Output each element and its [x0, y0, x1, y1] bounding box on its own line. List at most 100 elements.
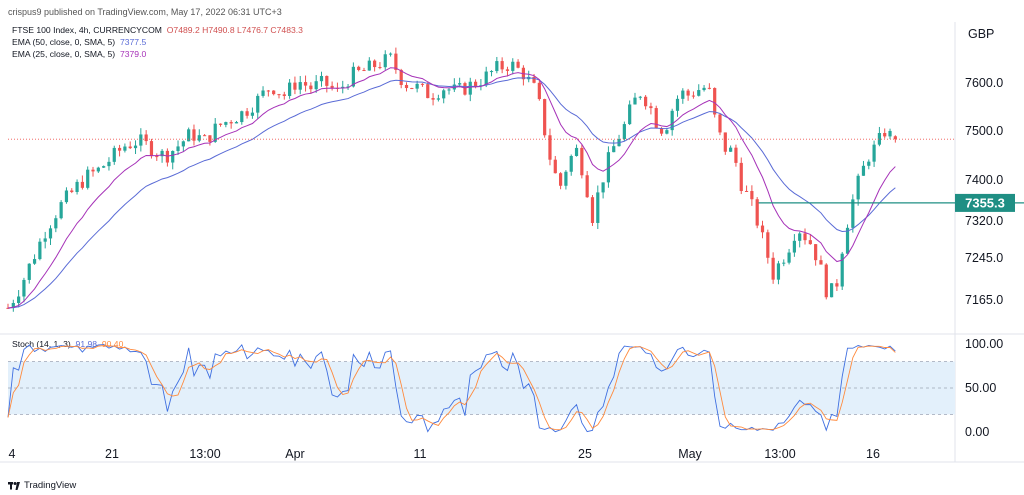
- candle-body-65: [351, 66, 355, 87]
- symbol-label: FTSE 100 Index, 4h, CURRENCYCOM: [12, 25, 162, 35]
- candle-body-156: [835, 283, 839, 287]
- candle-body-101: [543, 99, 547, 136]
- publisher-line: crispus9 published on TradingView.com, M…: [8, 6, 282, 18]
- candle-body-37: [202, 135, 207, 137]
- candle-body-116: [622, 124, 626, 140]
- candle-body-147: [787, 252, 791, 263]
- tradingview-logo-icon: [8, 481, 20, 490]
- candle-body-33: [181, 141, 185, 147]
- candle-body-164: [877, 133, 882, 145]
- stoch-tick-1: 50.00: [965, 381, 996, 395]
- candle-body-96: [516, 61, 520, 68]
- candle-body-86: [463, 83, 467, 95]
- candle-body-66: [357, 66, 361, 71]
- candle-body-130: [697, 90, 701, 96]
- price-tick-0: 7600.0: [965, 76, 1003, 90]
- candle-body-25: [139, 134, 143, 146]
- time-tick-4: 11: [414, 447, 427, 461]
- ema25-label: EMA (25, close, 0, SMA, 5): [12, 49, 116, 59]
- candle-body-119: [638, 96, 642, 98]
- stoch-k-value: 91.98: [75, 339, 98, 349]
- candle-body-77: [415, 83, 419, 89]
- stoch-d-value: 90.40: [101, 339, 124, 349]
- candle-body-129: [691, 95, 696, 97]
- candle-body-26: [144, 134, 148, 142]
- candle-body-31: [171, 150, 175, 163]
- candle-body-106: [569, 155, 573, 172]
- candle-body-24: [133, 145, 138, 149]
- candle-body-110: [590, 197, 595, 223]
- candle-body-47: [256, 95, 260, 113]
- candle-body-141: [755, 199, 759, 226]
- candle-body-55: [298, 82, 302, 90]
- candle-body-125: [670, 110, 674, 131]
- candle-body-39: [213, 123, 217, 142]
- candle-body-74: [399, 69, 403, 85]
- candle-body-158: [845, 227, 850, 254]
- candle-body-58: [314, 81, 318, 90]
- ema50-legend[interactable]: EMA (50, close, 0, SMA, 5) 7377.5: [12, 37, 146, 47]
- candle-body-150: [803, 233, 807, 241]
- candle-body-46: [250, 112, 255, 116]
- axes: 7355.3 7600.0 7500.0 7400.0 7320.0 7245.0 7165…: [9, 27, 1015, 461]
- candle-body-30: [165, 150, 170, 163]
- candle-body-71: [383, 54, 387, 68]
- candle-body-49: [266, 90, 270, 92]
- candle-body-81: [436, 98, 440, 100]
- candle-body-151: [808, 240, 812, 245]
- candle-body-120: [644, 96, 648, 107]
- candle-body-104: [558, 173, 563, 186]
- candle-body-13: [75, 181, 79, 192]
- currency-label: GBP: [968, 27, 994, 41]
- ema25-value: 7379.0: [119, 49, 147, 59]
- candle-body-4: [27, 263, 31, 280]
- candle-body-29: [160, 150, 164, 157]
- candle-body-83: [447, 89, 451, 91]
- candle-body-149: [798, 233, 802, 241]
- time-tick-6: May: [678, 447, 702, 461]
- candle-body-88: [473, 81, 478, 87]
- candle-body-36: [197, 135, 201, 141]
- candle-body-32: [176, 146, 180, 151]
- candle-body-137: [734, 147, 738, 163]
- candle-body-95: [511, 61, 515, 71]
- symbol-legend[interactable]: FTSE 100 Index, 4h, CURRENCYCOM O7489.2 …: [12, 25, 303, 35]
- candle-body-20: [112, 147, 116, 162]
- candle-body-5: [32, 259, 37, 264]
- candle-body-146: [782, 262, 786, 264]
- candle-body-131: [702, 87, 706, 91]
- ema25-line: [7, 67, 896, 309]
- candle-body-145: [776, 263, 781, 280]
- candle-body-114: [612, 146, 616, 153]
- candle-body-133: [713, 88, 717, 115]
- candle-body-7: [43, 238, 47, 242]
- candle-body-9: [54, 218, 58, 229]
- time-tick-7: 13:00: [764, 447, 795, 461]
- candle-body-82: [442, 90, 446, 99]
- candle-body-124: [665, 130, 669, 134]
- candle-body-8: [48, 228, 53, 239]
- candle-body-54: [293, 82, 297, 90]
- ema50-line: [7, 77, 896, 309]
- price-tick-5: 7165.0: [965, 293, 1003, 307]
- candle-body-111: [596, 192, 600, 223]
- candle-body-157: [840, 253, 844, 287]
- price-tick-1: 7500.0: [965, 124, 1003, 138]
- candle-body-107: [574, 147, 579, 156]
- candle-body-3: [22, 279, 26, 297]
- candle-body-80: [431, 98, 435, 100]
- candle-body-117: [628, 104, 632, 125]
- candle-body-113: [606, 152, 611, 183]
- candle-body-87: [468, 81, 472, 95]
- candle-body-105: [564, 171, 568, 186]
- stoch-legend[interactable]: Stoch (14, 1, 3) 91.98 90.40: [12, 339, 123, 349]
- candle-body-1: [11, 302, 15, 309]
- candle-body-56: [303, 82, 308, 86]
- candle-body-99: [532, 76, 536, 83]
- candle-body-166: [888, 130, 892, 137]
- candle-body-122: [654, 108, 658, 129]
- ema25-legend[interactable]: EMA (25, close, 0, SMA, 5) 7379.0: [12, 49, 146, 59]
- candle-body-154: [824, 264, 828, 298]
- candle-body-85: [458, 83, 462, 85]
